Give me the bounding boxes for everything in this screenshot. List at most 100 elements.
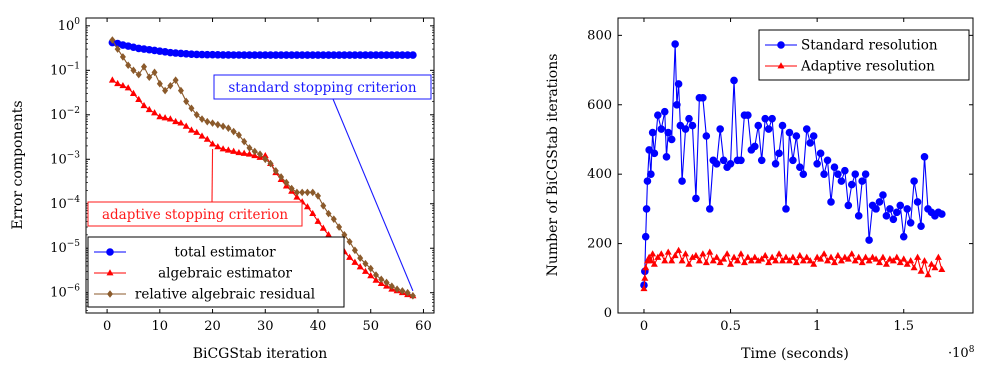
- data-point: [649, 250, 657, 257]
- data-point: [920, 153, 929, 161]
- data-point: [855, 253, 863, 260]
- data-point: [678, 177, 686, 185]
- data-point: [664, 128, 673, 137]
- y-tick-label: 400: [587, 167, 612, 182]
- data-point: [172, 117, 180, 125]
- data-point: [768, 253, 776, 260]
- data-point: [125, 61, 132, 70]
- data-point: [906, 218, 915, 227]
- data-point: [220, 122, 227, 131]
- data-point: [657, 125, 666, 133]
- data-point: [882, 212, 891, 220]
- legend-marker: [107, 290, 113, 298]
- legend-box: [758, 29, 970, 81]
- data-point: [699, 250, 707, 257]
- data-point: [198, 132, 206, 139]
- data-point: [899, 232, 908, 241]
- data-point: [889, 215, 898, 224]
- data-point: [172, 76, 179, 84]
- data-point: [193, 128, 201, 135]
- data-point: [872, 255, 880, 262]
- data-point: [893, 208, 901, 217]
- y-tick-label: 10−5: [50, 239, 80, 256]
- chart-left: 0 10 20 30 40 50 60 100 10−1 10−2 10−3 10−4 10−5 10−6…: [10, 17, 435, 362]
- data-point: [744, 111, 752, 119]
- data-point: [278, 173, 285, 181]
- y-tick-label: 10−6: [50, 284, 80, 301]
- data-point: [647, 257, 655, 264]
- data-point: [681, 125, 690, 133]
- x-tick-label: 40: [310, 319, 327, 334]
- data-point: [847, 180, 856, 189]
- data-point: [303, 203, 311, 210]
- data-point: [841, 253, 849, 260]
- data-point: [108, 76, 116, 83]
- data-point: [827, 198, 835, 206]
- legend-marker: [777, 41, 785, 49]
- data-point: [129, 89, 137, 96]
- data-point: [789, 156, 797, 165]
- x-axis-label-left: BiCGStab iteration: [193, 346, 328, 362]
- data-point: [779, 257, 787, 264]
- legend-label: algebraic estimator: [158, 266, 292, 282]
- data-point: [166, 115, 174, 122]
- data-point: [309, 188, 316, 197]
- data-point: [861, 170, 870, 178]
- data-point: [114, 45, 121, 53]
- data-point: [792, 258, 800, 266]
- data-point: [837, 257, 845, 264]
- data-point: [758, 255, 766, 262]
- data-point: [378, 275, 385, 284]
- data-point: [699, 94, 707, 102]
- data-point: [796, 251, 804, 259]
- data-point: [225, 124, 232, 132]
- data-point: [757, 156, 766, 165]
- chart-right: 0 0.5 1 1.5 0 200 400 600 800 Time (seconds) Num…: [545, 17, 975, 362]
- data-point: [241, 137, 248, 146]
- data-point: [751, 253, 759, 260]
- data-point: [388, 282, 395, 291]
- data-point: [802, 125, 811, 133]
- data-point: [772, 257, 780, 264]
- data-point: [872, 205, 880, 213]
- data-point: [727, 260, 735, 267]
- data-point: [789, 253, 797, 260]
- data-point: [267, 159, 274, 168]
- data-point: [733, 257, 741, 264]
- data-point: [806, 257, 814, 264]
- data-point: [214, 143, 222, 150]
- data-point: [865, 257, 873, 264]
- data-point: [834, 251, 842, 259]
- data-point: [785, 257, 793, 264]
- data-point: [816, 149, 825, 158]
- data-point: [879, 253, 887, 260]
- data-point: [806, 139, 815, 147]
- annotation-box: [213, 74, 432, 100]
- data-point: [810, 260, 818, 267]
- data-point: [903, 260, 911, 267]
- data-point: [167, 81, 174, 90]
- data-point: [817, 255, 825, 262]
- data-point: [737, 156, 745, 165]
- data-point: [834, 170, 842, 178]
- data-point: [702, 258, 710, 266]
- data-point: [409, 51, 417, 59]
- data-point: [671, 251, 679, 259]
- data-point: [882, 260, 890, 267]
- data-point: [336, 223, 343, 231]
- data-point: [886, 255, 894, 262]
- data-point: [325, 231, 333, 238]
- data-point: [668, 257, 676, 264]
- data-point: [688, 253, 696, 260]
- data-point: [713, 253, 721, 260]
- data-point: [673, 100, 681, 109]
- data-point: [674, 80, 683, 88]
- data-point: [161, 114, 169, 121]
- plot-frame-right: [617, 17, 974, 314]
- data-point: [642, 205, 651, 213]
- data-point: [146, 73, 153, 82]
- data-point: [662, 153, 671, 161]
- data-point: [761, 251, 769, 259]
- data-point: [188, 104, 195, 113]
- data-point: [383, 278, 390, 287]
